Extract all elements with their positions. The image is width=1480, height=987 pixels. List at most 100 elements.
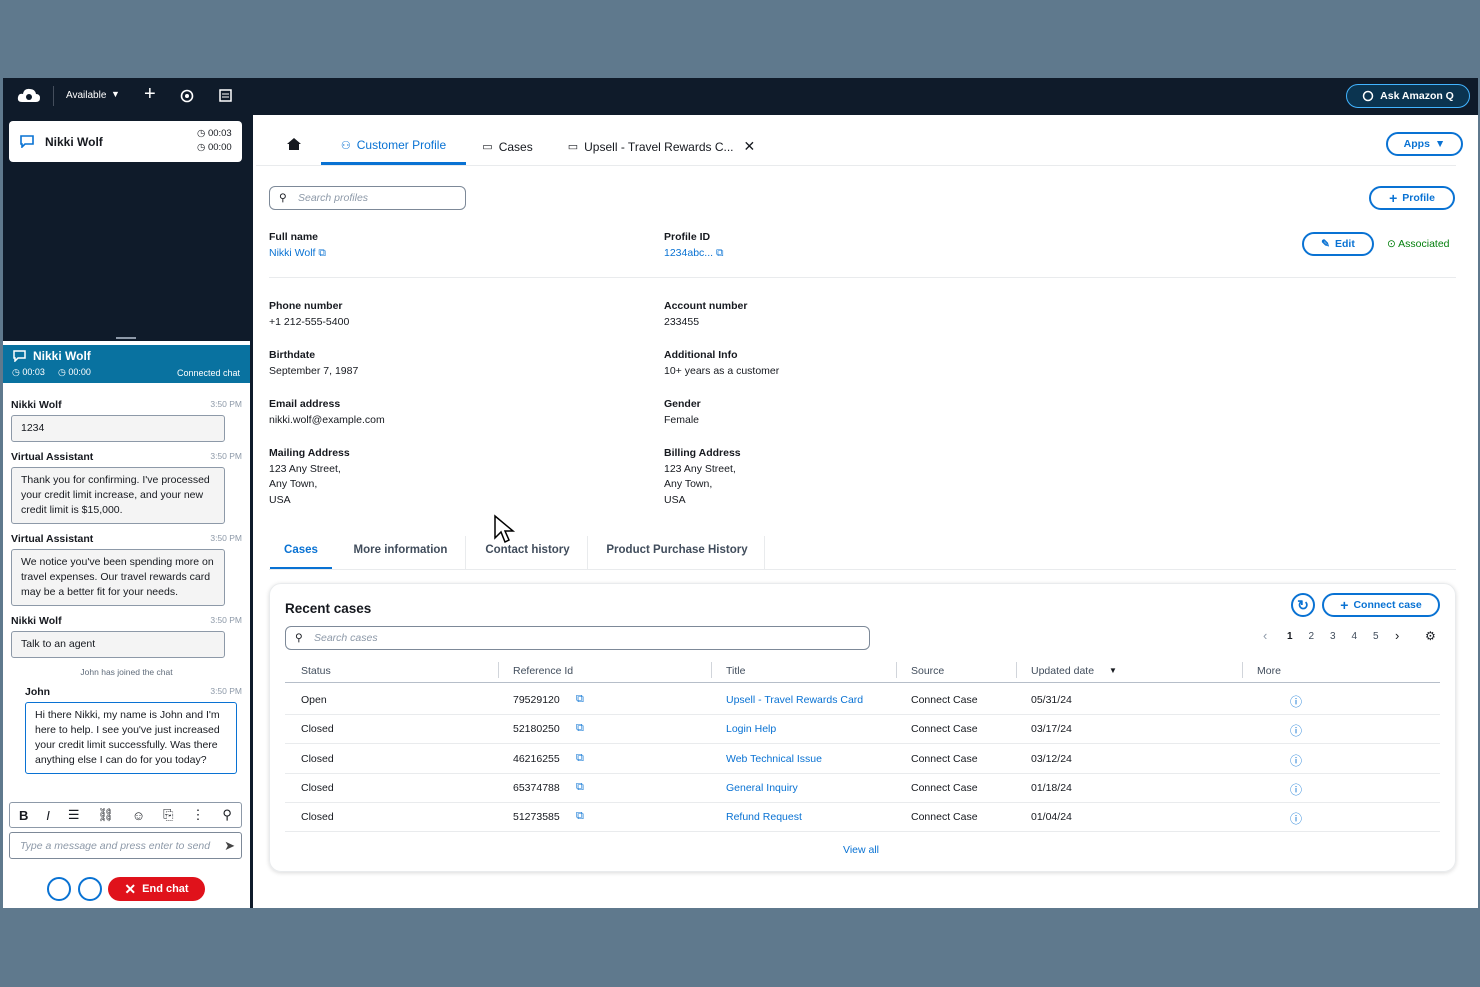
cell: Connect Case	[911, 723, 978, 736]
apps-button[interactable]: Apps ▼	[1386, 132, 1463, 156]
sub-tab[interactable]: Product Purchase History	[590, 536, 765, 570]
tab[interactable]: ▭ Upsell - Travel Rewards C... ✕	[563, 128, 760, 165]
transfer-button[interactable]	[78, 877, 102, 901]
info-icon[interactable]: ⓘ	[1290, 782, 1303, 797]
field-value: USA	[664, 493, 686, 506]
field-value: 10+ years as a customer	[664, 364, 780, 377]
page-number[interactable]: 2	[1308, 631, 1315, 642]
list-button[interactable]: ☰	[67, 807, 80, 822]
chat-icon	[13, 350, 26, 362]
status-dropdown[interactable]: Available	[66, 90, 107, 101]
sub-tab[interactable]: Contact history	[468, 536, 588, 570]
cell: 01/04/24	[1031, 811, 1072, 824]
cell[interactable]: Login Help	[726, 723, 777, 736]
profile-field: Profile ID 1234abc... ⧉	[664, 230, 723, 261]
page-number[interactable]: 3	[1330, 631, 1336, 642]
system-message: John has joined the chat	[80, 667, 173, 677]
next-page[interactable]: ›	[1395, 628, 1400, 643]
divider	[53, 86, 54, 106]
sort-icon[interactable]: ▼	[1109, 666, 1117, 675]
info-icon[interactable]: ⓘ	[1290, 812, 1303, 827]
connect-case-label: Connect case	[1353, 599, 1422, 611]
info-icon[interactable]: ⓘ	[1290, 753, 1303, 768]
end-chat-button[interactable]: ✕ End chat	[108, 877, 205, 901]
tab-icon: ▭	[482, 141, 493, 153]
copy-icon[interactable]: ⧉	[576, 722, 584, 735]
close-tab[interactable]: ✕	[743, 138, 756, 154]
cell[interactable]: General Inquiry	[726, 781, 798, 794]
profile-field: Full name Nikki Wolf ⧉	[269, 230, 326, 261]
edit-button[interactable]: ✎ Edit	[1302, 232, 1374, 256]
home-tab[interactable]	[286, 137, 302, 151]
cell[interactable]: Upsell - Travel Rewards Card	[726, 694, 864, 706]
prev-page[interactable]: ‹	[1263, 628, 1268, 643]
table-settings[interactable]: ⚙	[1425, 629, 1436, 643]
attach-button[interactable]: ⎘	[163, 807, 174, 822]
resize-handle[interactable]	[116, 337, 136, 339]
column-header: Updated date	[1031, 665, 1095, 677]
field-value[interactable]: Nikki Wolf ⧉	[269, 246, 326, 259]
field-label: Email address	[269, 398, 341, 410]
copy-icon[interactable]: ⧉	[576, 780, 584, 793]
page-number[interactable]: 1	[1287, 631, 1293, 642]
card-title: Recent cases	[285, 601, 372, 616]
contact-list: Nikki Wolf ◷ 00:03 ◷ 00:00	[3, 115, 250, 341]
bold-button[interactable]: B	[18, 807, 29, 823]
page-number[interactable]: 5	[1373, 631, 1379, 642]
tab[interactable]: ▭ Cases	[480, 128, 535, 165]
emoji-button[interactable]: ☺	[131, 807, 146, 823]
notes-button[interactable]	[47, 877, 71, 901]
cell[interactable]: Refund Request	[726, 811, 802, 824]
sub-tab[interactable]: Cases	[270, 536, 332, 570]
field-label: Billing Address	[664, 447, 741, 459]
cell[interactable]: Web Technical Issue	[726, 752, 822, 765]
edit-label: Edit	[1334, 238, 1355, 250]
column-header: Title	[726, 665, 746, 677]
sender: John	[25, 686, 51, 698]
dropdown-caret: ▼	[111, 89, 120, 99]
column-divider	[1016, 662, 1017, 678]
contact-card[interactable]: Nikki Wolf ◷ 00:03 ◷ 00:00	[9, 121, 242, 162]
column-header: Status	[301, 665, 331, 677]
pin-button[interactable]: ⚲	[222, 807, 232, 822]
field-value: September 7, 1987	[269, 364, 359, 377]
cell: 05/31/24	[1031, 694, 1072, 706]
logo	[17, 88, 40, 102]
info-icon[interactable]: ⓘ	[1290, 724, 1303, 739]
time: 3:50 PM	[210, 615, 242, 625]
add-profile-button[interactable]: + Profile	[1369, 186, 1455, 210]
send-button[interactable]: ➤	[224, 837, 235, 853]
copy-icon[interactable]: ⧉	[576, 810, 584, 823]
italic-button[interactable]: I	[46, 807, 50, 823]
message-input[interactable]: Type a message and press enter to send ➤	[9, 832, 242, 859]
page-number[interactable]: 4	[1351, 631, 1358, 642]
chat-message: Nikki Wolf 3:50 PM 1234	[11, 399, 242, 442]
row-rule	[285, 801, 1440, 803]
cell: Connect Case	[911, 752, 978, 765]
copy-icon[interactable]: ⧉	[576, 693, 584, 705]
queue-button[interactable]	[219, 89, 232, 102]
sub-tab[interactable]: More information	[336, 536, 466, 570]
field-label: Additional Info	[664, 349, 738, 361]
message-header: Nikki Wolf 3:50 PM	[11, 399, 242, 411]
divider	[269, 277, 1456, 278]
view-all-link[interactable]: View all	[843, 844, 879, 856]
tab[interactable]: ⚇ Customer Profile	[321, 128, 466, 165]
add-button[interactable]: +	[144, 83, 156, 105]
field-label: Phone number	[269, 300, 343, 312]
field-value[interactable]: 1234abc... ⧉	[664, 246, 724, 259]
apps-label: Apps	[1403, 138, 1430, 150]
refresh-button[interactable]: ↻	[1291, 593, 1315, 617]
chat-message: Virtual Assistant 3:50 PM We notice you've…	[11, 533, 242, 606]
info-icon[interactable]: ⓘ	[1290, 695, 1303, 709]
search-cases[interactable]: ⚲ Search cases	[285, 626, 870, 650]
copy-icon[interactable]: ⧉	[576, 751, 584, 764]
cell: Connect Case	[911, 694, 978, 706]
link-button[interactable]: ⛓	[97, 807, 114, 822]
search-profiles[interactable]: ⚲ Search profiles	[269, 186, 466, 210]
ask-amazon-q-button[interactable]: Ask Amazon Q	[1346, 84, 1470, 108]
connect-case-button[interactable]: + Connect case	[1322, 593, 1440, 617]
sender: Nikki Wolf	[11, 399, 62, 411]
settings-button[interactable]	[180, 89, 194, 103]
more-button[interactable]: ⋮	[191, 807, 205, 822]
